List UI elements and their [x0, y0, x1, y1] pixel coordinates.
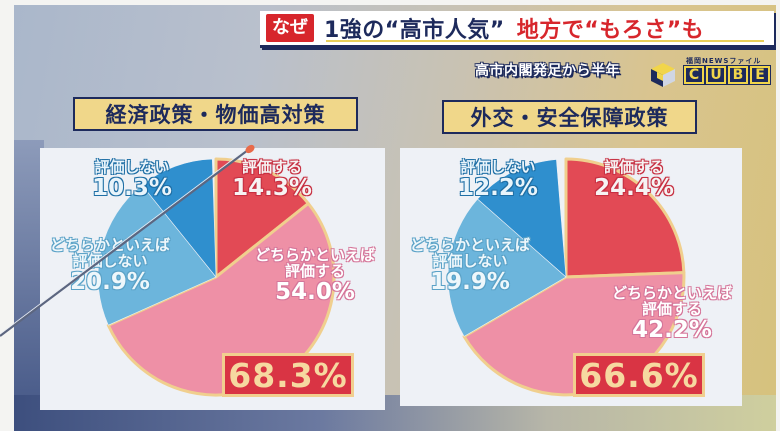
cube-logo: C U B E	[683, 65, 771, 85]
label-approve: 評価する 24.4%	[594, 158, 674, 201]
headline-banner: なぜ 1強の“高市人気” 地方で“もろさ”も	[260, 11, 774, 48]
why-badge: なぜ	[266, 14, 314, 42]
panel-title-diplomacy: 外交・安全保障政策	[442, 100, 697, 134]
label-somewhat-approve: どちらかといえば 評価する 54.0%	[254, 246, 375, 305]
headline-underline	[326, 40, 764, 42]
total-approve-economy: 68.3%	[222, 353, 354, 397]
headline-part2: 地方で“もろさ”も	[516, 18, 705, 43]
label-approve: 評価する 14.3%	[232, 158, 312, 201]
cube-logo-icon	[651, 63, 675, 87]
label-somewhat-approve: どちらかといえば 評価する 42.2%	[611, 284, 732, 343]
label-disapprove: 評価しない 12.2%	[458, 158, 538, 201]
subheadline: 高市内閣発足から半年	[475, 63, 620, 79]
logo-letter: E	[749, 65, 771, 85]
label-somewhat-disapprove: どちらかといえば 評価しない 20.9%	[49, 236, 170, 295]
logo-letter: C	[683, 65, 705, 85]
panel-title-economy: 経済政策・物価高対策	[73, 97, 358, 131]
logo-letter: B	[727, 65, 749, 85]
headline-part1: 1強の“高市人気”	[324, 18, 505, 43]
logo-caption: 福岡NEWSファイル	[686, 57, 762, 65]
label-disapprove: 評価しない 10.3%	[92, 158, 172, 201]
logo-letter: U	[705, 65, 727, 85]
total-approve-diplomacy: 66.6%	[573, 353, 705, 397]
label-somewhat-disapprove: どちらかといえば 評価しない 19.9%	[409, 236, 530, 295]
